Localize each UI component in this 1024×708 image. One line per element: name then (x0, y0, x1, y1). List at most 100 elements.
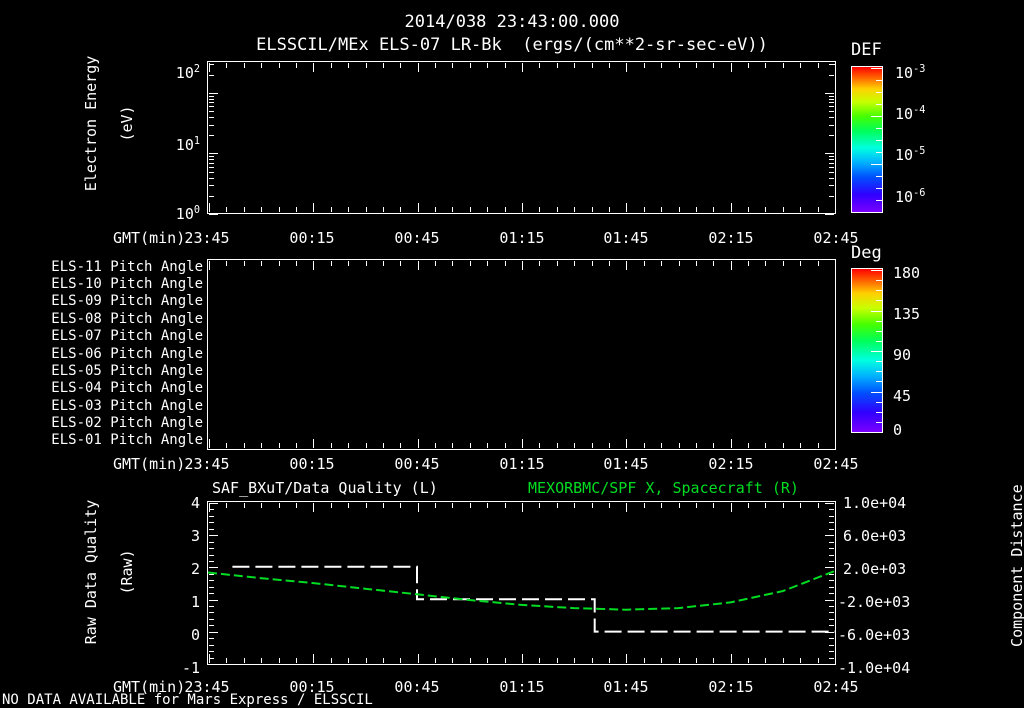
panel1-xtick-0: 23:45 (184, 229, 230, 247)
colorbar-deg (851, 268, 883, 433)
panel3-xtick-3: 01:15 (499, 678, 545, 696)
tick-mark (244, 261, 245, 266)
panel3-xtick-0: 23:45 (184, 678, 230, 696)
tick-mark (825, 214, 834, 215)
tick-mark (418, 63, 419, 72)
no-data-footer-message: NO DATA AVAILABLE for Mars Express / ELS… (2, 692, 373, 708)
tick-mark (366, 63, 367, 68)
panel2-xtick-3: 01:15 (499, 455, 545, 473)
tick-mark (825, 664, 834, 665)
tick-mark (452, 261, 453, 266)
tick-mark (574, 443, 575, 448)
tick-mark (876, 140, 882, 141)
tick-mark (731, 203, 732, 212)
tick-mark (209, 261, 210, 270)
tick-mark (261, 63, 262, 68)
colorbar-deg-label-2: 90 (893, 346, 912, 364)
tick-mark (313, 203, 314, 212)
tick-mark (418, 439, 419, 448)
panel1-ticks (208, 62, 836, 215)
tick-mark (226, 443, 227, 448)
tick-mark (435, 63, 436, 68)
tick-mark (348, 207, 349, 212)
tick-mark (487, 207, 488, 212)
panel3-xtick-6: 02:45 (813, 678, 859, 696)
panel1-ylabel: Electron Energy (eV) (64, 50, 136, 215)
tick-mark (209, 156, 214, 157)
tick-mark (592, 261, 593, 266)
tick-mark (679, 63, 680, 68)
tick-mark (574, 261, 575, 266)
tick-mark (279, 63, 280, 68)
tick-mark (731, 63, 732, 72)
tick-mark (209, 106, 214, 107)
panel-electron-energy-plot[interactable] (207, 61, 836, 215)
tick-mark (661, 63, 662, 68)
tick-mark (609, 261, 610, 266)
tick-mark (696, 443, 697, 448)
panel2-xtick-6: 02:45 (813, 455, 859, 473)
panel3-ytick-right-1: 6.0e+03 (843, 527, 907, 545)
colorbar-def-label-2: 10-5 (895, 146, 926, 164)
tick-mark (296, 63, 297, 68)
tick-mark (522, 63, 523, 72)
tick-mark (626, 439, 627, 448)
panel3-xtick-5: 02:15 (708, 678, 754, 696)
tick-mark (435, 261, 436, 266)
tick-mark (609, 207, 610, 212)
tick-mark (871, 270, 882, 271)
panel3-ylabel-left-line1: Raw Data Quality (82, 499, 100, 645)
tick-mark (209, 99, 214, 100)
colorbar-deg-label-3: 45 (893, 387, 912, 405)
tick-mark (609, 63, 610, 68)
tick-mark (644, 261, 645, 266)
colorbar-deg-label-1: 135 (893, 305, 921, 323)
tick-mark (505, 443, 506, 448)
tick-mark (209, 203, 210, 212)
tick-mark (696, 207, 697, 212)
panel-pitch-angle-plot[interactable] (207, 259, 836, 450)
panel2-xtick-0: 23:45 (184, 455, 230, 473)
panel3-ytick-right-3: -2.0e+03 (838, 593, 911, 611)
tick-mark (829, 64, 834, 65)
panel3-ytick-right-4: -6.0e+03 (838, 626, 911, 644)
tick-mark (209, 125, 214, 126)
panel3-ytick-right-5: -1.0e+04 (838, 659, 911, 677)
panel2-ticks (208, 260, 836, 449)
panel3-ylabel-right-line1: Component Distance (1008, 484, 1024, 647)
tick-mark (876, 176, 882, 177)
tick-mark (539, 207, 540, 212)
tick-mark (452, 63, 453, 68)
tick-mark (383, 261, 384, 266)
tick-mark (348, 261, 349, 266)
tick-mark (209, 117, 214, 118)
tick-mark (209, 167, 214, 168)
colorbar-deg-title: Deg (851, 243, 882, 263)
tick-mark (876, 92, 882, 93)
panel2-row-label: ELS-11 Pitch Angle (51, 258, 203, 275)
panel3-ytick-left-4: 0 (190, 626, 200, 644)
tick-mark (829, 96, 834, 97)
tick-mark (261, 207, 262, 212)
tick-mark (829, 106, 834, 107)
tick-mark (470, 63, 471, 68)
tick-mark (435, 207, 436, 212)
panel1-ytick-100: 102 (175, 64, 200, 82)
tick-mark (522, 203, 523, 212)
tick-mark (226, 63, 227, 68)
tick-mark (209, 102, 214, 103)
panel-data-quality-plot[interactable] (207, 501, 836, 665)
tick-mark (835, 261, 836, 270)
tick-mark (876, 128, 882, 129)
panel2-row-label: ELS-01 Pitch Angle (51, 432, 203, 449)
tick-mark (876, 371, 882, 372)
plot-timestamp-title: 2014/038 23:43:00.000 (404, 12, 620, 32)
panel3-title-right: MEXORBMC/SPF X, Spacecraft (R) (528, 479, 799, 497)
tick-mark (348, 443, 349, 448)
tick-mark (871, 212, 882, 213)
tick-mark (829, 102, 834, 103)
tick-mark (876, 422, 882, 423)
tick-mark (244, 207, 245, 212)
tick-mark (818, 207, 819, 212)
panel1-xtick-5: 02:15 (708, 229, 754, 247)
